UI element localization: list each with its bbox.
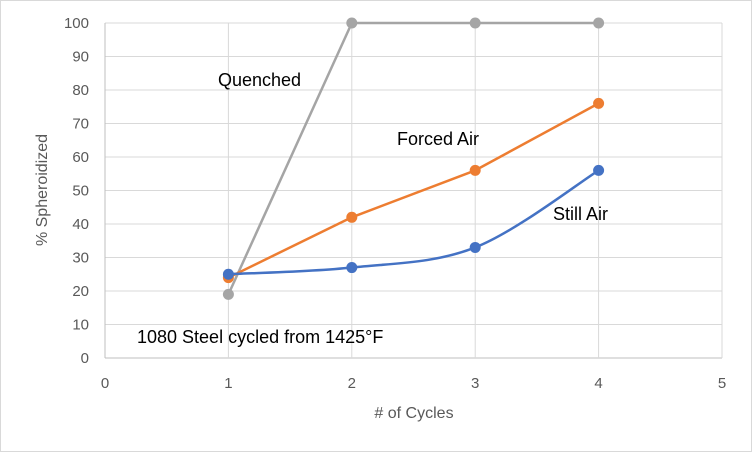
y-tick-label: 20 bbox=[72, 283, 89, 300]
y-tick-label: 70 bbox=[72, 116, 89, 133]
series-layer bbox=[222, 17, 605, 300]
series-line-forced-air bbox=[227, 102, 600, 279]
data-point-forced-air-4 bbox=[593, 97, 605, 109]
series-label-still-air: Still Air bbox=[553, 204, 608, 224]
series-label-forced-air: Forced Air bbox=[397, 129, 479, 149]
data-point-quenched-4 bbox=[593, 17, 605, 29]
data-point-still-air-3 bbox=[469, 241, 481, 253]
series-still-air bbox=[222, 164, 605, 280]
y-tick-label: 60 bbox=[72, 149, 89, 166]
y-tick-label: 30 bbox=[72, 250, 89, 267]
gridlines bbox=[104, 22, 723, 359]
data-point-still-air-2 bbox=[346, 262, 358, 274]
data-point-forced-air-2 bbox=[346, 211, 358, 223]
data-point-forced-air-3 bbox=[469, 164, 481, 176]
series-line-quenched bbox=[227, 21, 600, 296]
y-axis-ticks: 0 10 20 30 40 50 60 70 80 90 100 bbox=[64, 15, 89, 367]
y-tick-label: 40 bbox=[72, 216, 89, 233]
x-tick-label: 1 bbox=[224, 375, 232, 392]
x-tick-label: 0 bbox=[101, 375, 109, 392]
data-point-still-air-1 bbox=[222, 268, 234, 280]
x-tick-label: 4 bbox=[594, 375, 602, 392]
y-tick-label: 0 bbox=[81, 350, 89, 367]
data-point-quenched-1 bbox=[222, 288, 234, 300]
x-axis-title: # of Cycles bbox=[374, 405, 453, 422]
data-point-quenched-3 bbox=[469, 17, 481, 29]
series-line-still-air bbox=[227, 169, 600, 276]
data-point-quenched-2 bbox=[346, 17, 358, 29]
y-axis-title: % Spheroidized bbox=[34, 134, 51, 246]
y-tick-label: 100 bbox=[64, 15, 89, 32]
series-label-quenched: Quenched bbox=[218, 70, 301, 90]
y-tick-label: 50 bbox=[72, 183, 89, 200]
series-quenched bbox=[222, 17, 605, 300]
x-tick-label: 2 bbox=[348, 375, 356, 392]
y-tick-label: 80 bbox=[72, 82, 89, 99]
y-tick-label: 10 bbox=[72, 317, 89, 334]
x-tick-label: 3 bbox=[471, 375, 479, 392]
data-point-still-air-4 bbox=[593, 164, 605, 176]
y-tick-label: 90 bbox=[72, 49, 89, 66]
chart-annotation: 1080 Steel cycled from 1425°F bbox=[137, 327, 383, 347]
x-tick-label: 5 bbox=[718, 375, 726, 392]
x-axis-ticks: 0 1 2 3 4 5 bbox=[101, 375, 726, 392]
